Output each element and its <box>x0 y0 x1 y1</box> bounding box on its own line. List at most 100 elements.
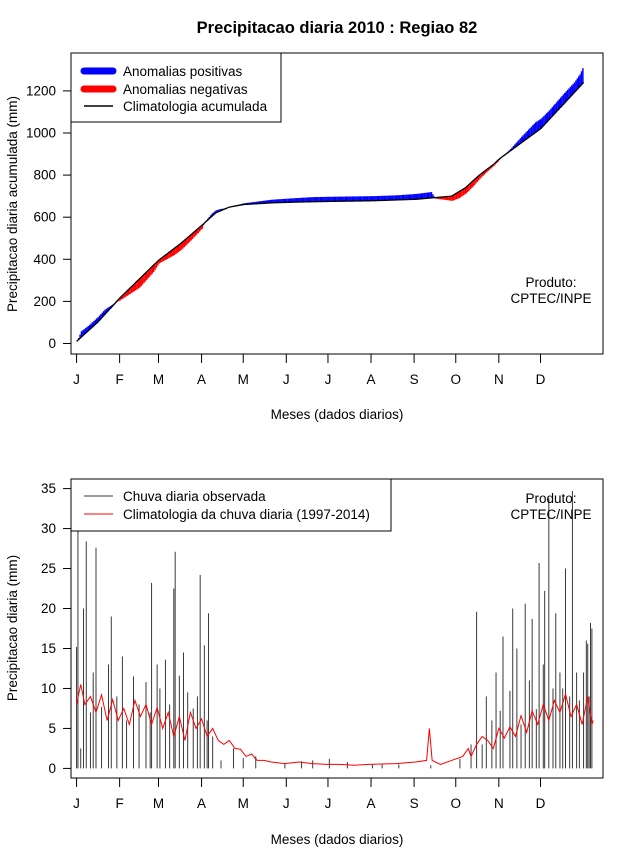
positive-anomaly-band <box>547 111 549 122</box>
positive-anomaly-band <box>350 196 352 202</box>
positive-anomaly-band <box>254 201 256 204</box>
positive-anomaly-band <box>264 200 266 204</box>
positive-anomaly-band <box>262 200 265 204</box>
positive-anomaly-band <box>293 198 295 203</box>
cum-x-tick-label: N <box>494 372 504 387</box>
negative-anomaly-band <box>483 171 486 175</box>
cum-x-tick-label: M <box>238 372 249 387</box>
positive-anomaly-band <box>565 91 567 102</box>
panel-cumulative: 0 200 400 600 800 1000 1200 J F M A M J J A S O N D Preci… <box>5 52 604 422</box>
positive-anomaly-band <box>101 312 104 318</box>
negative-anomaly-band <box>458 191 460 199</box>
negative-anomaly-band <box>140 277 142 287</box>
positive-anomaly-band <box>543 115 545 126</box>
positive-anomaly-band <box>275 199 277 203</box>
negative-anomaly-band <box>487 168 490 171</box>
positive-anomaly-band <box>297 197 299 203</box>
legend-label-positive: Anomalias positivas <box>123 64 243 79</box>
positive-anomaly-band <box>340 196 342 202</box>
negative-anomaly-band <box>168 252 170 259</box>
positive-anomaly-band <box>250 202 252 205</box>
positive-anomaly-band <box>358 196 360 201</box>
positive-anomaly-band <box>427 192 430 199</box>
cum-x-tick-label: D <box>536 372 546 387</box>
positive-anomaly-band <box>373 196 376 201</box>
positive-anomaly-band <box>339 196 341 202</box>
product-label-cumulative: Produto: <box>525 275 576 290</box>
positive-anomaly-band <box>261 200 263 204</box>
positive-anomaly-band <box>348 196 351 202</box>
day-y-tick-label: 30 <box>41 521 56 536</box>
positive-anomaly-band <box>409 194 412 200</box>
positive-anomaly-band <box>577 76 580 89</box>
positive-anomaly-band <box>269 199 272 203</box>
negative-anomaly-band <box>162 257 165 262</box>
positive-anomaly-band <box>380 195 383 201</box>
positive-anomaly-band <box>312 197 315 202</box>
negative-anomaly-band <box>172 249 174 256</box>
positive-anomaly-band <box>416 193 419 200</box>
negative-anomaly-band <box>136 281 138 290</box>
day-x-tick-label: A <box>367 796 376 811</box>
negative-anomaly-band <box>202 224 205 226</box>
negative-anomaly-band <box>469 183 472 190</box>
positive-anomaly-band <box>575 80 577 92</box>
positive-anomaly-band <box>405 194 408 200</box>
positive-anomaly-band <box>518 139 520 146</box>
positive-anomaly-band <box>579 74 581 87</box>
negative-anomaly-band <box>482 172 484 177</box>
negative-anomaly-band <box>200 226 202 231</box>
positive-anomaly-band <box>337 196 340 202</box>
positive-anomaly-band <box>559 97 562 108</box>
negative-anomaly-band <box>146 272 148 280</box>
positive-anomaly-band <box>219 209 222 212</box>
positive-anomaly-band <box>415 193 417 200</box>
positive-anomaly-band <box>84 328 87 334</box>
negative-anomaly-band <box>139 279 141 288</box>
negative-anomaly-band <box>183 241 185 248</box>
negative-anomaly-band <box>479 175 481 179</box>
positive-anomaly-band <box>341 196 344 202</box>
negative-anomaly-band <box>154 264 156 270</box>
positive-anomaly-band <box>347 196 349 202</box>
negative-anomaly-band <box>484 170 487 174</box>
positive-anomaly-band <box>391 195 394 201</box>
day-x-tick-label: J <box>73 796 80 811</box>
positive-anomaly-band <box>400 195 402 200</box>
positive-anomaly-band <box>296 198 298 203</box>
negative-anomaly-band <box>161 258 163 262</box>
positive-anomaly-band <box>425 192 427 199</box>
cum-x-tick-label: M <box>153 372 164 387</box>
positive-anomaly-band <box>277 199 280 203</box>
positive-anomaly-band <box>432 194 434 198</box>
negative-anomaly-band <box>179 244 181 251</box>
day-x-tick-label: J <box>325 796 332 811</box>
negative-anomaly-band <box>455 193 458 200</box>
positive-anomaly-band <box>421 193 423 199</box>
positive-anomaly-band <box>321 196 323 202</box>
negative-anomaly-band <box>189 236 191 242</box>
negative-anomaly-band <box>129 288 131 295</box>
positive-anomaly-band <box>327 196 330 202</box>
cum-x-tick-label: F <box>115 372 123 387</box>
positive-anomaly-band <box>408 194 410 200</box>
negative-anomaly-band <box>158 260 160 264</box>
positive-anomaly-band <box>365 196 367 201</box>
positive-anomaly-band <box>359 196 362 201</box>
positive-anomaly-band <box>251 202 254 205</box>
negative-anomaly-band <box>446 196 448 201</box>
positive-anomaly-band <box>402 194 405 200</box>
positive-anomaly-band <box>211 213 213 217</box>
positive-anomaly-band <box>522 135 524 142</box>
positive-anomaly-band <box>525 132 527 140</box>
negative-anomaly-band <box>466 186 469 193</box>
positive-anomaly-band <box>379 195 381 201</box>
positive-anomaly-band <box>371 196 373 201</box>
x-axis-label-cumulative: Meses (dados diarios) <box>271 407 404 422</box>
negative-anomaly-band <box>490 166 492 169</box>
positive-anomaly-band <box>344 196 347 202</box>
negative-anomaly-band <box>126 291 129 296</box>
positive-anomaly-band <box>526 130 529 139</box>
negative-anomaly-band <box>186 238 188 245</box>
negative-anomaly-band <box>164 256 166 261</box>
